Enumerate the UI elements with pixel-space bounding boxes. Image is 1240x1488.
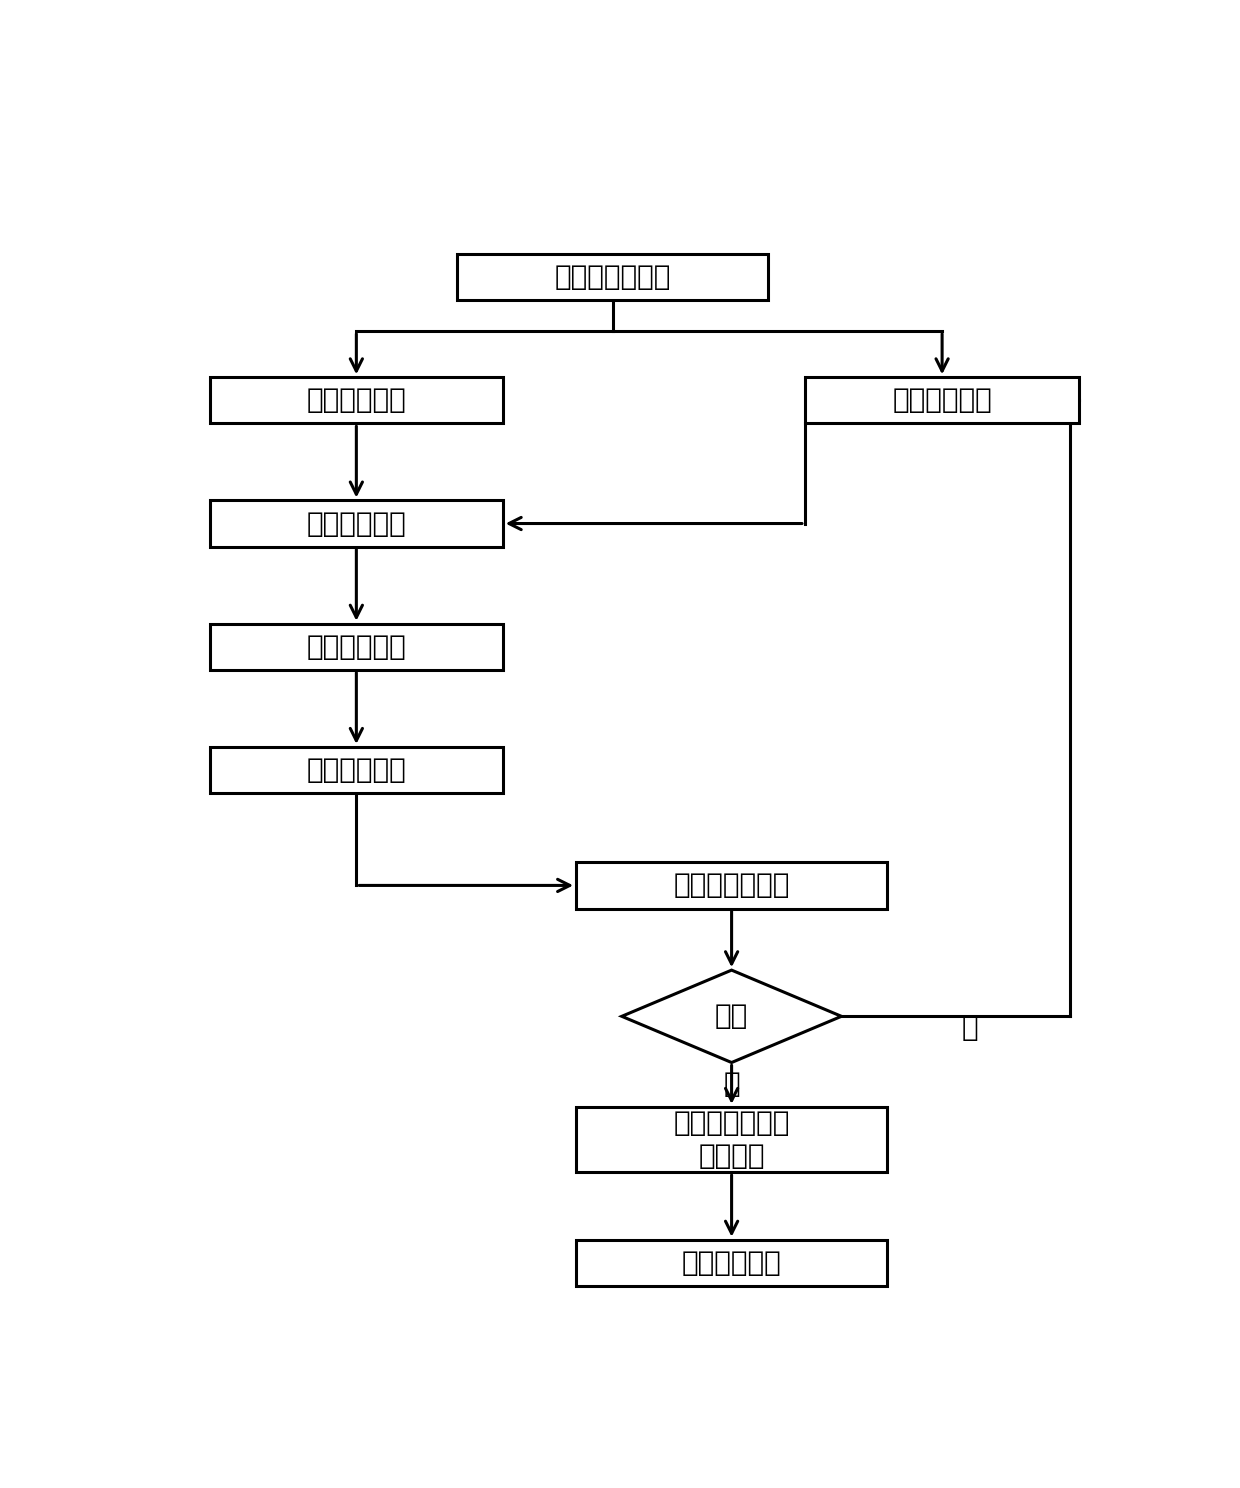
FancyBboxPatch shape xyxy=(210,623,502,670)
FancyBboxPatch shape xyxy=(210,747,502,793)
Text: 确定计算方案，
进行模拟: 确定计算方案， 进行模拟 xyxy=(673,1110,790,1170)
Text: 否: 否 xyxy=(961,1013,978,1042)
Text: 选择求解方法: 选择求解方法 xyxy=(306,756,407,784)
Text: 选定模拟软件: 选定模拟软件 xyxy=(306,387,407,414)
Text: 正确: 正确 xyxy=(715,1003,748,1030)
Text: 确定边界条件: 确定边界条件 xyxy=(306,632,407,661)
Text: 验证、率定模型: 验证、率定模型 xyxy=(673,872,790,899)
FancyBboxPatch shape xyxy=(577,1240,887,1286)
Polygon shape xyxy=(621,970,842,1062)
FancyBboxPatch shape xyxy=(210,378,502,424)
Text: 建立三维模型: 建立三维模型 xyxy=(893,387,992,414)
Text: 收集、分析资料: 收集、分析资料 xyxy=(554,263,671,292)
FancyBboxPatch shape xyxy=(577,1107,887,1173)
FancyBboxPatch shape xyxy=(805,378,1079,424)
FancyBboxPatch shape xyxy=(210,500,502,546)
FancyBboxPatch shape xyxy=(577,863,887,909)
Text: 分析计算结果: 分析计算结果 xyxy=(682,1248,781,1277)
Text: 是: 是 xyxy=(723,1070,740,1098)
Text: 划分模型网格: 划分模型网格 xyxy=(306,509,407,537)
FancyBboxPatch shape xyxy=(458,254,769,301)
